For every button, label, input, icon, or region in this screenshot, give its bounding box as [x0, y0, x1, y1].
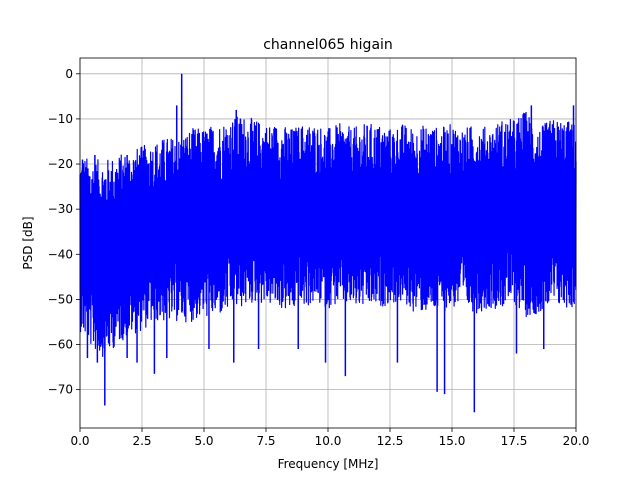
x-axis: 0.0 2.5 5.0 7.5 10.0 12.5 15.0 17.5 20.0 [70, 428, 589, 448]
chart-title: channel065 higain [263, 37, 393, 53]
y-tick-label: −50 [48, 292, 73, 306]
y-tick-label: −30 [48, 202, 73, 216]
x-tick-label: 0.0 [70, 434, 89, 448]
y-axis-label: PSD [dB] [21, 216, 35, 269]
y-tick-label: 0 [65, 67, 73, 81]
data-layer [79, 73, 577, 413]
x-tick-label: 12.5 [377, 434, 404, 448]
x-tick-label: 17.5 [501, 434, 528, 448]
x-tick-label: 7.5 [256, 434, 275, 448]
y-tick-label: −70 [48, 383, 73, 397]
x-tick-label: 2.5 [132, 434, 151, 448]
y-tick-label: −60 [48, 338, 73, 352]
y-tick-label: −20 [48, 157, 73, 171]
x-tick-label: 15.0 [439, 434, 466, 448]
x-tick-label: 20.0 [563, 434, 590, 448]
y-tick-label: −10 [48, 112, 73, 126]
x-axis-label: Frequency [MHz] [278, 457, 379, 471]
x-tick-label: 5.0 [194, 434, 213, 448]
y-tick-label: −40 [48, 247, 73, 261]
x-tick-label: 10.0 [315, 434, 342, 448]
y-axis: 0 −10 −20 −30 −40 −50 −60 −70 [48, 67, 80, 397]
psd-series-line [79, 111, 577, 357]
